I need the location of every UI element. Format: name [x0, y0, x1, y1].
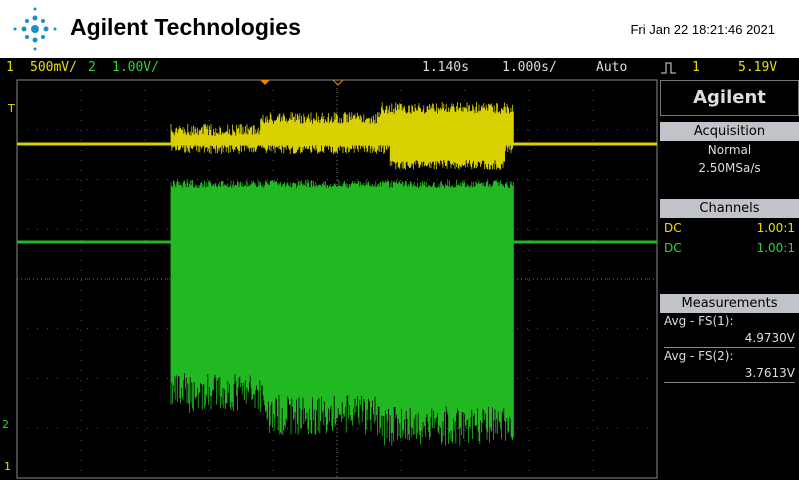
coupling: DC	[664, 241, 682, 255]
datetime: Fri Jan 22 18:21:46 2021	[630, 22, 775, 37]
channel-row: DC 1.00:1	[660, 218, 799, 238]
trigger-edge-icon	[661, 62, 676, 74]
logo	[13, 7, 57, 51]
trigger-source: 1	[692, 60, 700, 75]
delay-marker	[332, 79, 344, 86]
ch1-ground-marker: 1	[4, 460, 11, 473]
trigger-marker	[260, 80, 270, 85]
coupling: DC	[664, 221, 682, 235]
measurement-value: 3.7613V	[664, 365, 795, 383]
ch2-label: 2	[88, 60, 96, 75]
sample-rate: 2.50MSa/s	[698, 161, 761, 175]
waveform-display: T 2 1	[2, 79, 658, 479]
measurement-value: 4.9730V	[664, 330, 795, 348]
measurement-label: Avg - FS(2):	[664, 349, 734, 363]
acquisition-title: Acquisition	[660, 122, 799, 141]
measurement: Avg - FS(2): 3.7613V	[660, 348, 799, 383]
ch1-label: 1	[6, 60, 14, 75]
brand: Agilent Technologies	[70, 14, 301, 40]
measurement-label: Avg - FS(1):	[664, 314, 734, 328]
side-panel: Agilent Acquisition Normal 2.50MSa/s Cha…	[660, 80, 799, 480]
ch1-trace	[17, 102, 657, 170]
probe: 1.00:1	[756, 221, 795, 235]
channel-row: DC 1.00:1	[660, 238, 799, 258]
trigger-position: 1.140s	[422, 60, 469, 75]
trigger-level-marker: T	[7, 102, 15, 115]
ch1-scale: 500mV/	[30, 60, 77, 75]
probe: 1.00:1	[756, 241, 795, 255]
trigger-level: 5.19V	[738, 60, 778, 75]
trigger-mode: Auto	[596, 60, 628, 75]
measurements-title: Measurements	[660, 294, 799, 313]
signal	[170, 180, 514, 446]
ch2-trace	[17, 180, 657, 446]
header: Agilent Technologies Fri Jan 22 18:21:46…	[0, 0, 799, 58]
status-bar: 1 500mV/ 2 1.00V/ 1.140s 1.000s/ Auto 1 …	[0, 58, 799, 78]
signal	[170, 102, 514, 170]
ch2-scale: 1.00V/	[112, 60, 159, 75]
channels-title: Channels	[660, 199, 799, 218]
acquisition-mode: Normal	[707, 143, 752, 157]
ch2-ground-marker: 2	[2, 418, 9, 431]
measurement: Avg - FS(1): 4.9730V	[660, 313, 799, 348]
timebase: 1.000s/	[502, 60, 557, 75]
panel-logo: Agilent	[660, 80, 799, 116]
